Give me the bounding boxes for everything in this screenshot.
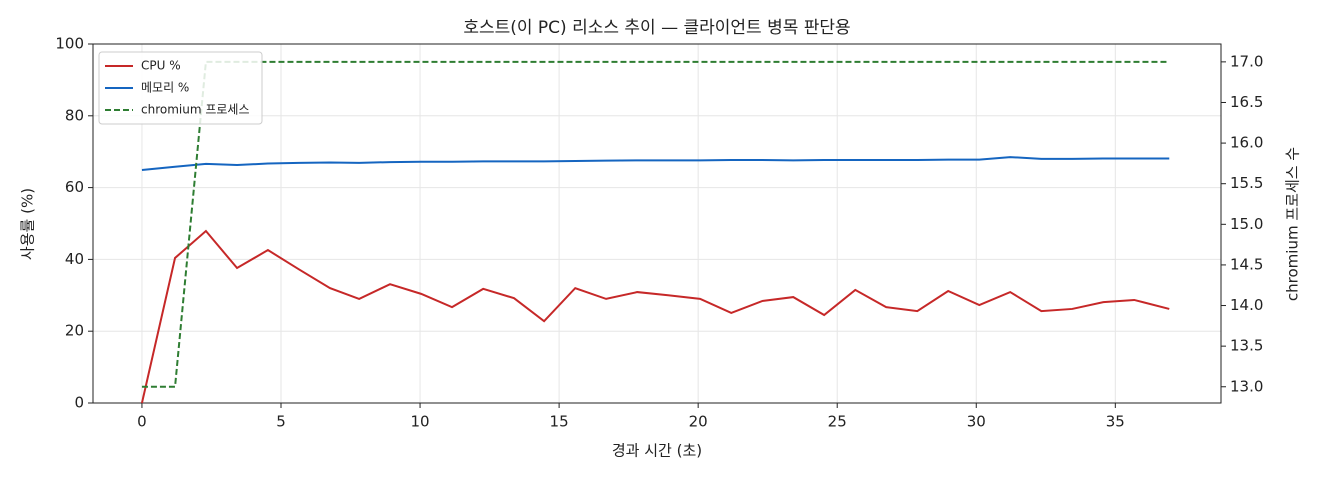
y-tick-label: 80 xyxy=(65,106,84,124)
chart-title: 호스트(이 PC) 리소스 추이 — 클라이언트 병목 판단용 xyxy=(463,18,850,38)
x-tick-label: 0 xyxy=(137,413,147,431)
series-line xyxy=(141,156,1170,172)
series-line xyxy=(140,229,1170,404)
y2-tick-label: 15.5 xyxy=(1230,174,1263,192)
x-tick-label: 25 xyxy=(828,413,847,431)
y2-tick-label: 13.0 xyxy=(1230,377,1263,395)
legend: CPU % 메모리 % chromium 프로세스 xyxy=(98,51,263,125)
series-line xyxy=(141,60,1170,388)
y2-tick-label: 14.0 xyxy=(1230,296,1263,314)
y2-tick-label: 17.0 xyxy=(1230,52,1263,70)
y2-axis-label: chromium 프로세스 수 xyxy=(1284,147,1302,301)
x-tick-label: 10 xyxy=(411,413,430,431)
y2-tick-label: 13.5 xyxy=(1230,337,1263,355)
y-tick-label: 100 xyxy=(55,35,84,53)
x-axis-label: 경과 시간 (초) xyxy=(612,442,702,460)
y2-tick-label: 16.0 xyxy=(1230,134,1263,152)
x-tick-label: 20 xyxy=(689,413,708,431)
y-tick-label: 0 xyxy=(74,394,84,412)
x-tick-label: 30 xyxy=(967,413,986,431)
y-axis-label: 사용률 (%) xyxy=(19,188,37,260)
x-tick-label: 5 xyxy=(276,413,286,431)
legend-label: chromium 프로세스 xyxy=(141,103,250,117)
y2-tick-label: 16.5 xyxy=(1230,93,1263,111)
y-tick-label: 60 xyxy=(65,178,84,196)
x-tick-label: 15 xyxy=(550,413,569,431)
y2-tick-label: 15.0 xyxy=(1230,215,1263,233)
legend-label: 메모리 % xyxy=(141,81,189,95)
y2-tick-label: 14.5 xyxy=(1230,255,1263,273)
legend-box xyxy=(98,51,263,125)
y-tick-label: 40 xyxy=(65,250,84,268)
x-tick-label: 35 xyxy=(1106,413,1125,431)
plot-frame xyxy=(92,43,1222,404)
y-tick-label: 20 xyxy=(65,322,84,340)
legend-label: CPU % xyxy=(141,59,181,73)
